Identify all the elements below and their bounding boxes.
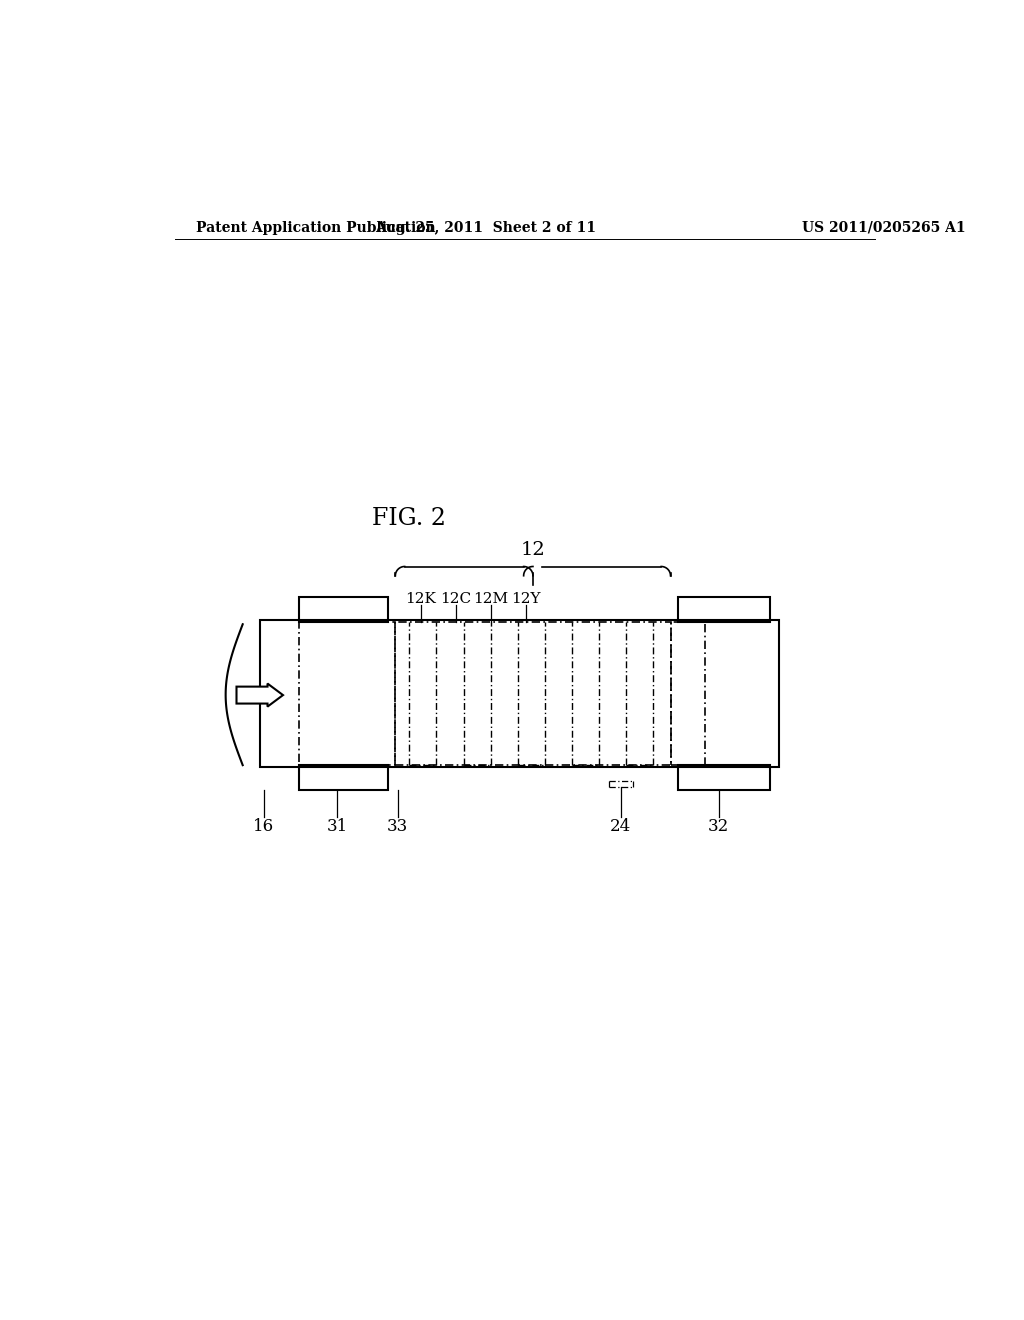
Text: 16: 16 (253, 818, 274, 836)
Text: Aug. 25, 2011  Sheet 2 of 11: Aug. 25, 2011 Sheet 2 of 11 (376, 220, 597, 235)
Bar (671, 622, 706, 766)
Bar (678, 766, 770, 789)
Bar (299, 597, 388, 622)
Text: 12M: 12M (473, 591, 508, 606)
Bar (299, 766, 388, 789)
Bar (299, 622, 395, 766)
Bar (678, 597, 770, 622)
Text: 31: 31 (327, 818, 348, 836)
FancyArrow shape (237, 684, 283, 706)
Bar (260, 620, 779, 767)
Text: US 2011/0205265 A1: US 2011/0205265 A1 (802, 220, 966, 235)
Text: 12Y: 12Y (511, 591, 541, 606)
Text: Patent Application Publication: Patent Application Publication (197, 220, 436, 235)
Text: 24: 24 (610, 818, 632, 836)
Text: 32: 32 (708, 818, 729, 836)
Bar (395, 622, 671, 766)
Text: FIG. 2: FIG. 2 (372, 507, 445, 531)
Text: 12: 12 (520, 541, 545, 558)
Text: 33: 33 (387, 818, 409, 836)
Text: 12K: 12K (406, 591, 436, 606)
Text: 12C: 12C (440, 591, 471, 606)
